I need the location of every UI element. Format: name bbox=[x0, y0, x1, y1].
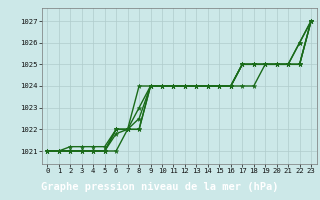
Text: Graphe pression niveau de la mer (hPa): Graphe pression niveau de la mer (hPa) bbox=[41, 182, 279, 192]
